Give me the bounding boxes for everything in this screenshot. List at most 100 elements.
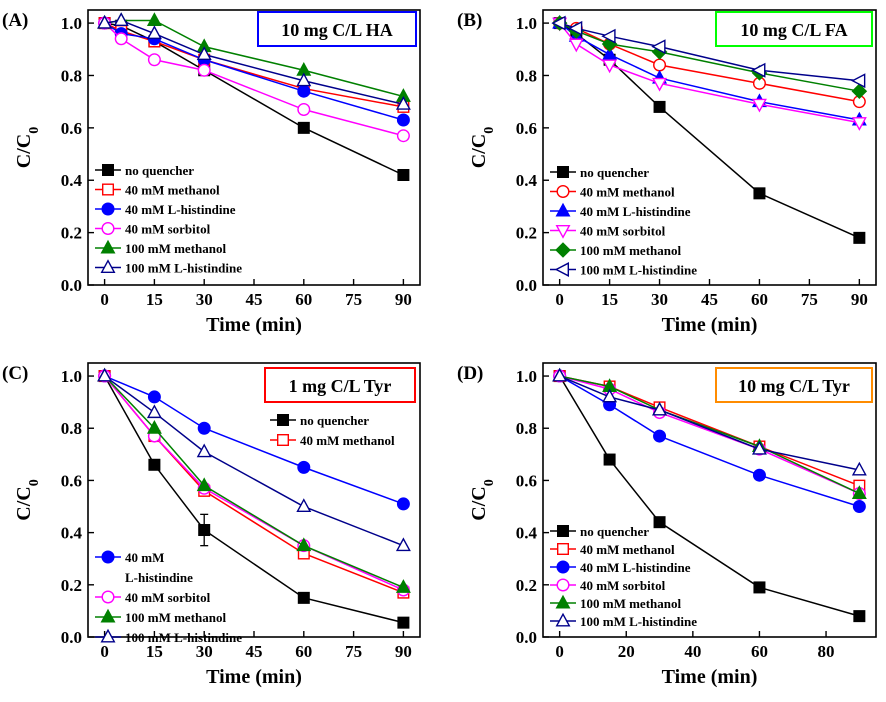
data-point [851,73,866,89]
data-point [652,401,668,416]
legend-marker [554,262,569,277]
data-point [653,100,666,113]
panel-a: 0 15 30 45 60 75 90 0.0 0.2 0.4 0.6 0.8 1.0 Time (min… [2,9,421,336]
data-point [567,20,583,36]
legend-marker [556,578,570,592]
x-tick-label: 60 [751,290,768,309]
x-tick-label: 80 [818,642,835,661]
y-tick-label: 0.6 [61,119,82,138]
y-tick-label: 0.0 [61,276,82,295]
legend-label: 40 mM methanol [580,185,675,200]
chart-title: 10 mg C/L Tyr [738,376,850,396]
data-point [297,460,311,474]
x-axis-label: Time (min) [662,314,758,336]
y-tick-label: 0.6 [61,471,82,490]
legend-label: 100 mM L-histindine [580,263,697,278]
legend-marker [555,612,571,627]
legend-label: 100 mM L-histindine [125,630,242,645]
x-tick-label: 75 [345,290,362,309]
data-point [397,168,410,181]
data-point [753,581,766,594]
data-point [97,14,113,29]
data-point [653,516,666,529]
data-point [652,77,668,92]
x-axis-label: Time (min) [206,314,302,336]
data-point [851,461,867,476]
data-point [753,187,766,200]
data-point [396,129,410,143]
legend-label: no quencher [125,163,194,178]
legend-label: 100 mM L-histindine [125,261,242,276]
data-point [602,59,618,74]
chart-title: 10 mg C/L FA [740,20,847,40]
legend-label: 100 mM methanol [580,243,681,258]
data-point [653,429,667,443]
data-point [602,388,618,403]
x-tick-label: 90 [851,290,868,309]
legend-marker [101,202,115,216]
legend-label: 40 mM sorbitol [580,578,666,593]
data-point [297,103,311,117]
x-tick-label: 75 [345,642,362,661]
x-tick-label: 45 [246,290,263,309]
x-tick-label: 90 [395,642,412,661]
x-tick-label: 0 [100,290,109,309]
legend-marker [277,434,290,447]
legend-marker [101,163,114,176]
legend-label: 40 mM L-histindine [125,202,236,217]
y-tick-label: 0.0 [516,628,537,647]
data-point [197,421,211,435]
legend-label: 40 mM sorbitol [580,224,666,239]
panel-label: (C) [2,363,28,384]
y-tick-label: 1.0 [61,14,82,33]
legend-marker [557,543,570,556]
y-tick-label: 0.2 [516,576,537,595]
data-point [197,63,211,77]
x-tick-label: 40 [684,642,701,661]
data-point [297,591,310,604]
data-point [751,440,767,455]
panel-c: 0 15 30 45 60 75 90 0.0 0.2 0.4 0.6 0.8 1.0 Time (min… [2,362,421,688]
title-box [715,11,873,47]
legend-label: 100 mM L-histindine [580,614,697,629]
data-point [297,121,310,134]
y-axis-label: C/C0 [468,127,497,168]
x-tick-label: 0 [555,642,564,661]
x-tick-label: 0 [555,290,564,309]
legend-marker [100,628,116,643]
y-tick-label: 0.2 [61,224,82,243]
data-point [296,72,312,87]
legend-marker [555,202,571,217]
y-tick-label: 0.4 [516,171,538,190]
data-point [148,458,161,471]
legend-marker [557,525,570,538]
x-tick-label: 60 [751,642,768,661]
x-tick-label: 30 [196,642,213,661]
legend-marker [556,184,570,198]
x-tick-label: 15 [146,290,163,309]
panel-label: (B) [457,10,482,31]
legend-marker [100,239,116,254]
data-point [851,485,867,499]
data-point [601,28,616,44]
legend-label: 40 mM L-histindine [580,204,691,219]
y-axis-label: C/C0 [13,127,42,168]
data-point [146,419,162,434]
legend: no quencher 40 mM methanol 40 mM L-histind… [550,524,697,629]
x-tick-label: 20 [618,642,635,661]
legend-marker [556,560,570,574]
y-tick-label: 0.6 [516,119,537,138]
series-100-mm-l-histindine [551,15,866,89]
x-tick-label: 30 [651,290,668,309]
data-point [397,616,410,629]
title-box [264,367,416,403]
data-point [296,537,312,552]
legend-marker [101,221,115,235]
title-box [257,11,417,47]
series-100-mm-l-histindine [97,12,411,110]
data-point [196,443,212,458]
legend-label: 40 mM L-histindine [580,560,691,575]
legend-label: no quencher [580,165,649,180]
data-point [852,500,866,514]
x-axis-label: Time (min) [662,666,758,688]
